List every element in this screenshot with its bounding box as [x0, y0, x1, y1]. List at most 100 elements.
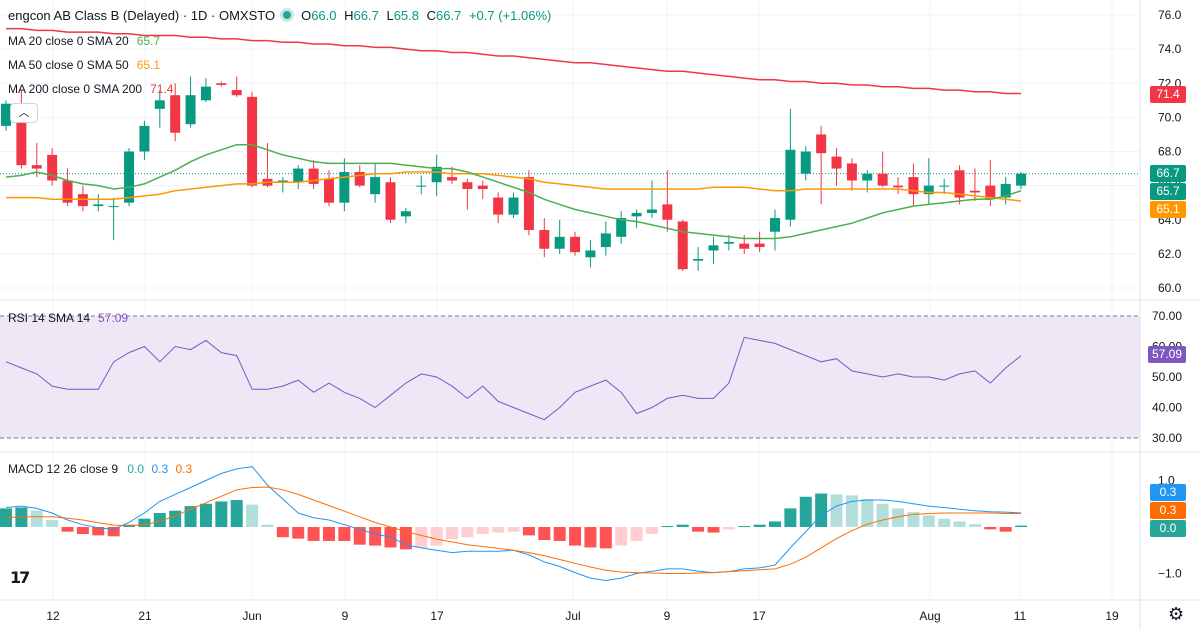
candle-body	[1000, 183, 1011, 198]
time-tick-label: 17	[752, 609, 766, 623]
gear-icon[interactable]: ⚙	[1168, 604, 1185, 624]
macd-histogram-bar	[984, 527, 997, 530]
candle-body	[646, 209, 657, 213]
ma20-price-tag: 65.7	[1150, 183, 1186, 200]
candle-body	[231, 90, 242, 96]
macd-histogram-bar	[630, 527, 643, 541]
macd-histogram-bar	[584, 527, 597, 548]
candle-body	[539, 229, 550, 249]
macd-histogram-bar	[845, 495, 858, 527]
x-axis-labels: 12 21 Jun 9 17 Jul 9 17 Aug 11 19	[46, 609, 1119, 623]
candle-body	[908, 177, 919, 195]
macd-histogram-bar	[292, 527, 305, 539]
macd-histogram-bar	[615, 527, 628, 546]
macd-histogram-bar	[661, 526, 674, 528]
candle-body	[493, 197, 504, 215]
macd-histogram-bar	[769, 521, 781, 527]
ohlc-high-label: H	[344, 8, 354, 23]
candle-body	[323, 178, 334, 203]
macd-histogram-bar	[799, 496, 812, 527]
ma200-legend[interactable]: MA 200 close 0 SMA 200 71.4	[8, 82, 173, 96]
price-tick-label: 76.0	[1158, 8, 1182, 22]
rsi-legend[interactable]: RSI 14 SMA 14 57.09	[8, 311, 128, 325]
macd-histogram-bar	[738, 526, 751, 528]
macd-histogram-bar	[369, 527, 382, 546]
candle-body	[631, 212, 642, 217]
macd-histogram-bar	[446, 527, 459, 540]
macd-signal-tag: 0.3	[1150, 502, 1186, 519]
candle-body	[985, 185, 996, 200]
collapse-legend-button[interactable]: ︿	[10, 103, 38, 123]
macd-histogram-bar	[76, 527, 89, 534]
candle-body	[893, 185, 904, 188]
macd-histogram-bar	[199, 503, 212, 527]
candle-body	[770, 218, 780, 232]
macd-legend[interactable]: MACD 12 26 close 9 0.0 0.3 0.3	[8, 462, 192, 476]
time-tick-label: 19	[1105, 609, 1119, 623]
ma20-legend[interactable]: MA 20 close 0 SMA 20 65.7	[8, 34, 160, 48]
candle-body	[170, 95, 181, 133]
macd-histogram-bar	[215, 501, 228, 527]
candle-body	[124, 151, 135, 203]
candle-body	[969, 190, 980, 193]
ma50-line	[6, 171, 1022, 202]
symbol-title[interactable]: engcon AB Class B (Delayed) · 1D · OMXST…	[8, 8, 276, 23]
macd-histogram-bar	[153, 513, 166, 527]
rsi-tick-label: 30.00	[1152, 431, 1182, 445]
ohlc-low-value: 65.8	[393, 8, 420, 23]
time-tick-label: 21	[138, 609, 152, 623]
ma50-legend[interactable]: MA 50 close 0 SMA 50 65.1	[8, 58, 160, 72]
candle-body	[416, 185, 427, 187]
last-price-tag: 66.7	[1150, 165, 1186, 182]
rsi-label: RSI 14 SMA 14	[8, 311, 91, 325]
candle-body	[831, 156, 842, 169]
macd-histogram-bar	[30, 510, 43, 527]
candle-body	[277, 180, 288, 182]
macd-histogram-bar	[692, 527, 705, 532]
ma200-value: 71.4	[150, 82, 174, 96]
macd-histogram-bar	[322, 527, 335, 541]
macd-histogram-bar	[953, 521, 966, 527]
price-tick-label: 68.0	[1158, 145, 1182, 159]
macd-histogram-bar	[307, 527, 320, 541]
candle-body	[477, 185, 488, 190]
macd-histogram-bar	[522, 527, 535, 536]
macd-histogram-bar	[722, 527, 735, 530]
time-tick-label: Jun	[242, 609, 261, 623]
candle-body	[800, 151, 811, 174]
candle-body	[62, 180, 73, 203]
tradingview-logo[interactable]: 17	[10, 568, 30, 587]
ohlc-open-value: 66.0	[311, 8, 337, 23]
ma200-price-tag: 71.4	[1150, 86, 1186, 103]
macd-histogram-bar	[415, 527, 428, 548]
macd-histogram-bar	[261, 524, 274, 527]
candle-body	[739, 243, 750, 249]
ma50-price-tag: 65.1	[1150, 201, 1186, 218]
macd-signal-line	[5, 486, 1022, 574]
y-axis-labels: 76.074.072.070.068.066.064.062.060.0	[1158, 8, 1182, 295]
candle-body	[877, 173, 888, 186]
candle-body	[754, 243, 765, 248]
macd-histogram-bar	[276, 527, 289, 538]
price-tick-label: 62.0	[1158, 247, 1182, 261]
ma20-value: 65.7	[136, 34, 161, 48]
candle-body	[400, 211, 411, 217]
symbol-legend[interactable]: engcon AB Class B (Delayed) · 1D · OMXST…	[8, 8, 551, 23]
time-tick-label: Aug	[919, 609, 940, 623]
macd-histogram-bar	[922, 515, 935, 527]
macd-histogram-bar	[492, 527, 505, 533]
time-tick-label: 17	[430, 609, 444, 623]
macd-label: MACD 12 26 close 9	[8, 462, 119, 476]
ma20-line	[5, 143, 1022, 240]
time-tick-label: 9	[342, 609, 349, 623]
rsi-value: 57.09	[98, 311, 129, 325]
candle-body	[600, 233, 611, 248]
candle-body	[16, 103, 27, 166]
candle-body	[139, 125, 150, 152]
macd-histogram-bar	[892, 508, 905, 527]
indicator-lines	[5, 27, 1022, 240]
ohlc-low-label: L	[386, 8, 394, 23]
candle-body	[154, 100, 165, 109]
macd-histogram-bar	[169, 510, 182, 527]
